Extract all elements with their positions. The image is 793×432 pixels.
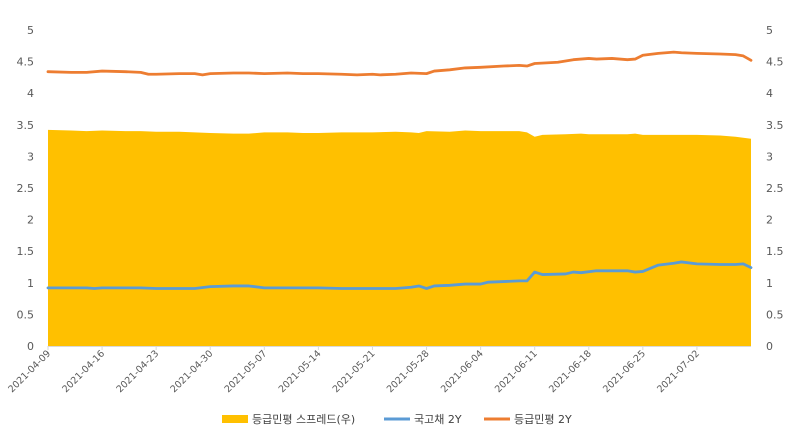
legend-item-gov-2y: 국고채 2Y	[384, 413, 462, 426]
y-tick-right: 5	[766, 24, 773, 37]
legend-item-spread: 등급민평 스프레드(우)	[222, 413, 355, 426]
legend-item-corp-2y: 등급민평 2Y	[484, 413, 572, 426]
y-tick-right: 4.5	[766, 56, 784, 69]
x-tick-label: 2021-05-07	[223, 348, 270, 395]
legend: 등급민평 스프레드(우) 국고채 2Y 등급민평 2Y	[222, 413, 572, 426]
x-tick-label: 2021-04-23	[114, 348, 161, 395]
legend-label: 등급민평 2Y	[514, 413, 572, 426]
y-tick-left: 4.5	[17, 56, 35, 69]
x-tick-label: 2021-06-11	[493, 348, 540, 395]
x-tick-label: 2021-05-28	[385, 348, 432, 395]
series-line-corp-2y	[46, 50, 753, 77]
series-line-gov-2y	[46, 260, 753, 290]
spread-area-layer	[48, 129, 751, 346]
y-tick-left: 1.5	[17, 245, 35, 258]
legend-swatch	[222, 415, 248, 423]
y-tick-left: 3.5	[17, 119, 35, 132]
x-tick-label: 2021-07-02	[655, 348, 702, 395]
y-tick-right: 3.5	[766, 119, 784, 132]
y-tick-left: 2	[27, 214, 34, 227]
y-axis-right: 0 0.5 1 1.5 2 2.5 3 3.5 4 4.5 5	[766, 24, 784, 353]
x-tick-label: 2021-05-14	[277, 348, 324, 395]
y-axis-left: 0 0.5 1 1.5 2 2.5 3 3.5 4 4.5 5	[17, 24, 35, 353]
y-tick-right: 3	[766, 150, 773, 163]
x-axis: 2021-04-09 2021-04-16 2021-04-23 2021-04-30…	[6, 346, 702, 395]
y-tick-left: 5	[27, 24, 34, 37]
y-tick-right: 2	[766, 214, 773, 227]
x-tick-label: 2021-06-04	[439, 348, 486, 395]
y-tick-left: 3	[27, 150, 34, 163]
x-tick-label: 2021-06-18	[547, 348, 594, 395]
y-tick-left: 0	[27, 340, 34, 353]
y-tick-left: 1	[27, 277, 34, 290]
x-tick-label: 2021-04-16	[60, 348, 107, 395]
lines-layer	[46, 50, 753, 290]
y-tick-right: 2.5	[766, 182, 784, 195]
legend-label: 등급민평 스프레드(우)	[252, 413, 355, 426]
y-tick-right: 1.5	[766, 245, 784, 258]
x-tick-label: 2021-05-21	[331, 348, 378, 395]
y-tick-right: 0	[766, 340, 773, 353]
y-tick-left: 4	[27, 87, 34, 100]
x-tick-label: 2021-04-09	[6, 348, 53, 395]
series-area-spread	[48, 129, 751, 346]
legend-label: 국고채 2Y	[414, 413, 462, 426]
x-tick-label: 2021-04-30	[169, 348, 216, 395]
y-tick-right: 0.5	[766, 308, 784, 321]
y-tick-right: 1	[766, 277, 773, 290]
x-tick-label: 2021-06-25	[601, 348, 648, 395]
y-tick-left: 0.5	[17, 308, 35, 321]
y-tick-right: 4	[766, 87, 773, 100]
y-tick-left: 2.5	[17, 182, 35, 195]
